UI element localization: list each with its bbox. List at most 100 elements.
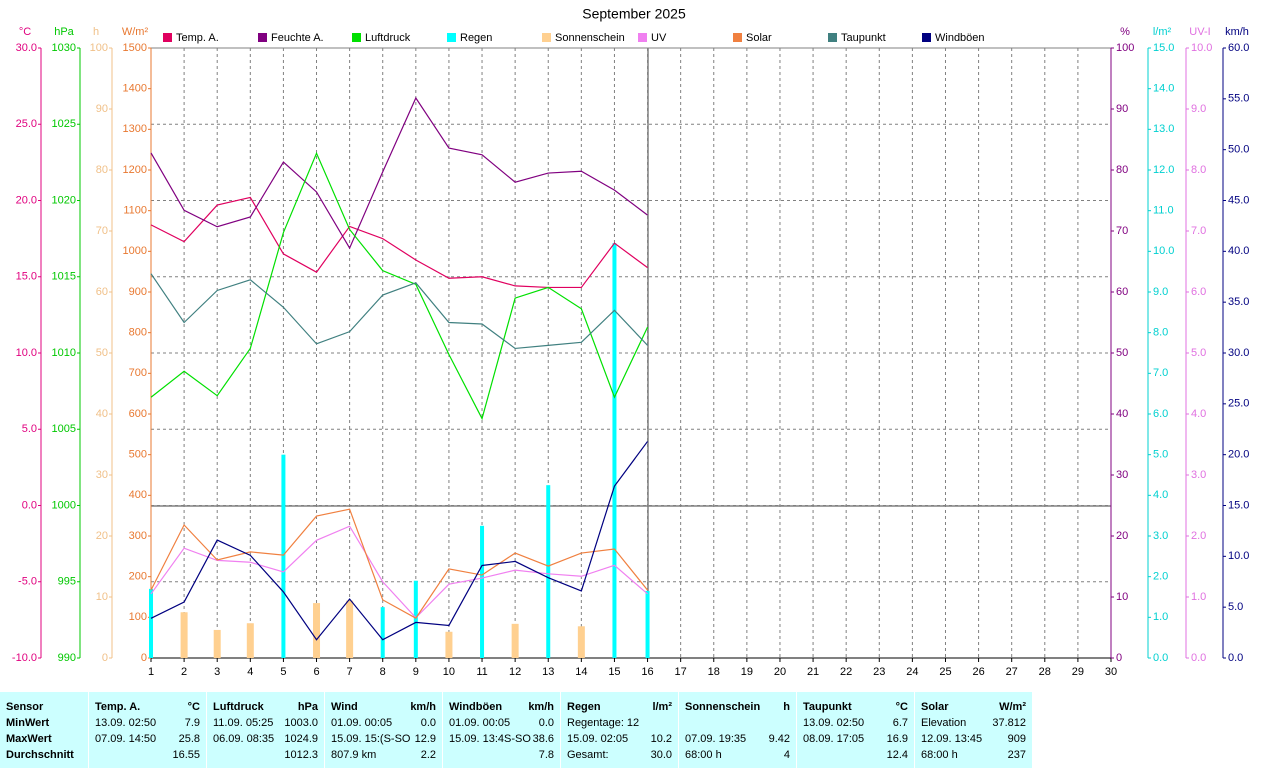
x-tick-label: 14 (575, 666, 587, 678)
line (150, 508, 649, 619)
legend-label: Luftdruck (365, 32, 411, 44)
y-tick-label: 30 (1116, 469, 1128, 481)
legend-swatch (922, 33, 931, 42)
legend-swatch (733, 33, 742, 42)
bar (149, 588, 153, 658)
x-tick-label: 6 (313, 666, 319, 678)
y-tick-label: 1.0 (1191, 591, 1206, 603)
y-tick-label: 9.0 (1153, 286, 1168, 298)
x-tick-label: 17 (675, 666, 687, 678)
chart-title: September 2025 (582, 6, 686, 22)
legend-label: Taupunkt (841, 32, 886, 44)
line (150, 441, 649, 641)
column-unit: km/h (410, 701, 436, 713)
table-column: Taupunkt °C 13.09. 02:50 6.7 08.09. 17:05 16.… (797, 692, 914, 768)
legend-label: Feuchte A. (271, 32, 324, 44)
x-tick-label: 24 (906, 666, 918, 678)
cell-value: 7.9 (184, 717, 200, 729)
cell-value: 1012.3 (284, 749, 318, 761)
y-tick-label: 0.0 (22, 499, 37, 511)
y-tick-label: 990 (58, 652, 76, 664)
y-tick-label: 1.0 (1153, 611, 1168, 623)
y-tick-label: 25.0 (1228, 398, 1249, 410)
y-tick-label: 20.0 (1228, 449, 1249, 461)
x-tick-label: 8 (380, 666, 386, 678)
y-axis-title: % (1120, 26, 1130, 38)
y-tick-label: 0.0 (1191, 652, 1206, 664)
cell-value: 30.0 (650, 749, 672, 761)
column-header: Sonnenschein (685, 701, 761, 713)
y-tick-label: 200 (129, 571, 147, 583)
bar (645, 590, 650, 658)
cell-value: 7.8 (538, 749, 554, 761)
y-tick-label: 4.0 (1153, 489, 1168, 501)
y-tick-label: 1015 (52, 271, 76, 283)
cell-text: 07.09. 19:35 (685, 733, 747, 745)
y-tick-label: 60 (96, 286, 108, 298)
y-tick-label: 0.0 (1153, 652, 1168, 664)
row-label: MinWert (6, 717, 50, 729)
y-tick-label: 6.0 (1153, 408, 1168, 420)
y-tick-label: 90 (1116, 103, 1128, 115)
y-tick-label: 14.0 (1153, 83, 1174, 95)
y-tick-label: 50.0 (1228, 144, 1249, 156)
cell-text: 01.09. 00:05 (331, 717, 393, 729)
y-tick-label: 10.0 (1153, 245, 1174, 257)
column-header: Sensor (6, 701, 44, 713)
y-tick-label: 13.0 (1153, 123, 1174, 135)
cell-text: 01.09. 00:05 (449, 717, 511, 729)
cell-text: 13.09. 02:50 (95, 717, 157, 729)
y-tick-label: 600 (129, 408, 147, 420)
bar (346, 600, 354, 658)
x-tick-label: 9 (413, 666, 419, 678)
y-tick-label: 30.0 (16, 42, 37, 54)
y-tick-label: 1500 (123, 42, 147, 54)
line (150, 96, 648, 250)
legend-swatch (258, 33, 267, 42)
y-tick-label: 30.0 (1228, 347, 1249, 359)
cell-value: 12.9 (414, 733, 436, 745)
y-tick-label: 9.0 (1191, 103, 1206, 115)
y-axis-title: h (93, 26, 99, 38)
y-tick-label: 1005 (52, 423, 76, 435)
legend-swatch (542, 33, 551, 42)
x-tick-label: 20 (774, 666, 786, 678)
x-tick-label: 1 (148, 666, 154, 678)
y-tick-label: 5.0 (1153, 449, 1168, 461)
cell-text: 06.09. 08:35 (213, 733, 275, 745)
y-tick-label: 0 (1116, 652, 1122, 664)
legend-swatch (447, 33, 456, 42)
y-tick-label: 25.0 (16, 118, 37, 130)
cell-value: 2.2 (420, 749, 436, 761)
y-tick-label: 1025 (52, 118, 76, 130)
cell-value: 0.0 (538, 717, 554, 729)
legend-swatch (352, 33, 361, 42)
y-axis-title: UV-I (1189, 26, 1210, 38)
column-header: Windböen (449, 701, 503, 713)
bar (281, 454, 286, 658)
bar (445, 631, 453, 658)
x-tick-label: 26 (972, 666, 984, 678)
y-tick-label: 90 (96, 103, 108, 115)
column-unit: l/m² (652, 701, 672, 713)
cell-text: 68:00 h (921, 749, 958, 761)
y-tick-label: 50 (96, 347, 108, 359)
y-axis-title: W/m² (122, 26, 149, 38)
cell-value: 10.2 (650, 733, 672, 745)
column-unit: °C (895, 701, 908, 713)
bar (413, 580, 418, 658)
cell-text: 08.09. 17:05 (803, 733, 865, 745)
y-tick-label: 40.0 (1228, 245, 1249, 257)
row-label: MaxWert (6, 733, 52, 745)
y-tick-label: 500 (129, 449, 147, 461)
legend-label: Regen (460, 32, 492, 44)
cell-value: 25.8 (178, 733, 200, 745)
table-column: Regen l/m² Regentage: 12 15.09. 02:05 10.2 Ge… (561, 692, 678, 768)
y-tick-label: 20 (96, 530, 108, 542)
column-unit: h (783, 701, 790, 713)
legend-label: Sonnenschein (555, 32, 625, 44)
bar (213, 629, 221, 658)
y-tick-label: 55.0 (1228, 93, 1249, 105)
x-tick-label: 13 (542, 666, 554, 678)
y-tick-label: 6.0 (1191, 286, 1206, 298)
